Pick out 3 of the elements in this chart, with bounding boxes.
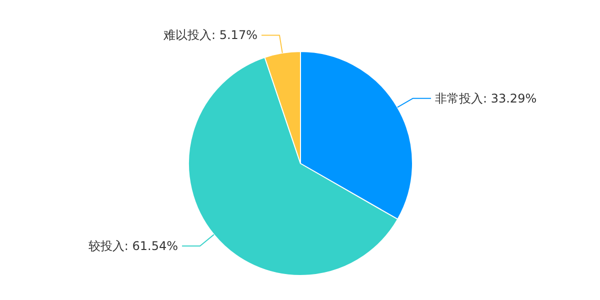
slice-label: 较投入: 61.54% (88, 238, 178, 253)
slice-label: 非常投入: 33.29% (434, 91, 537, 106)
slice-label: 难以投入: 5.17% (162, 28, 258, 42)
